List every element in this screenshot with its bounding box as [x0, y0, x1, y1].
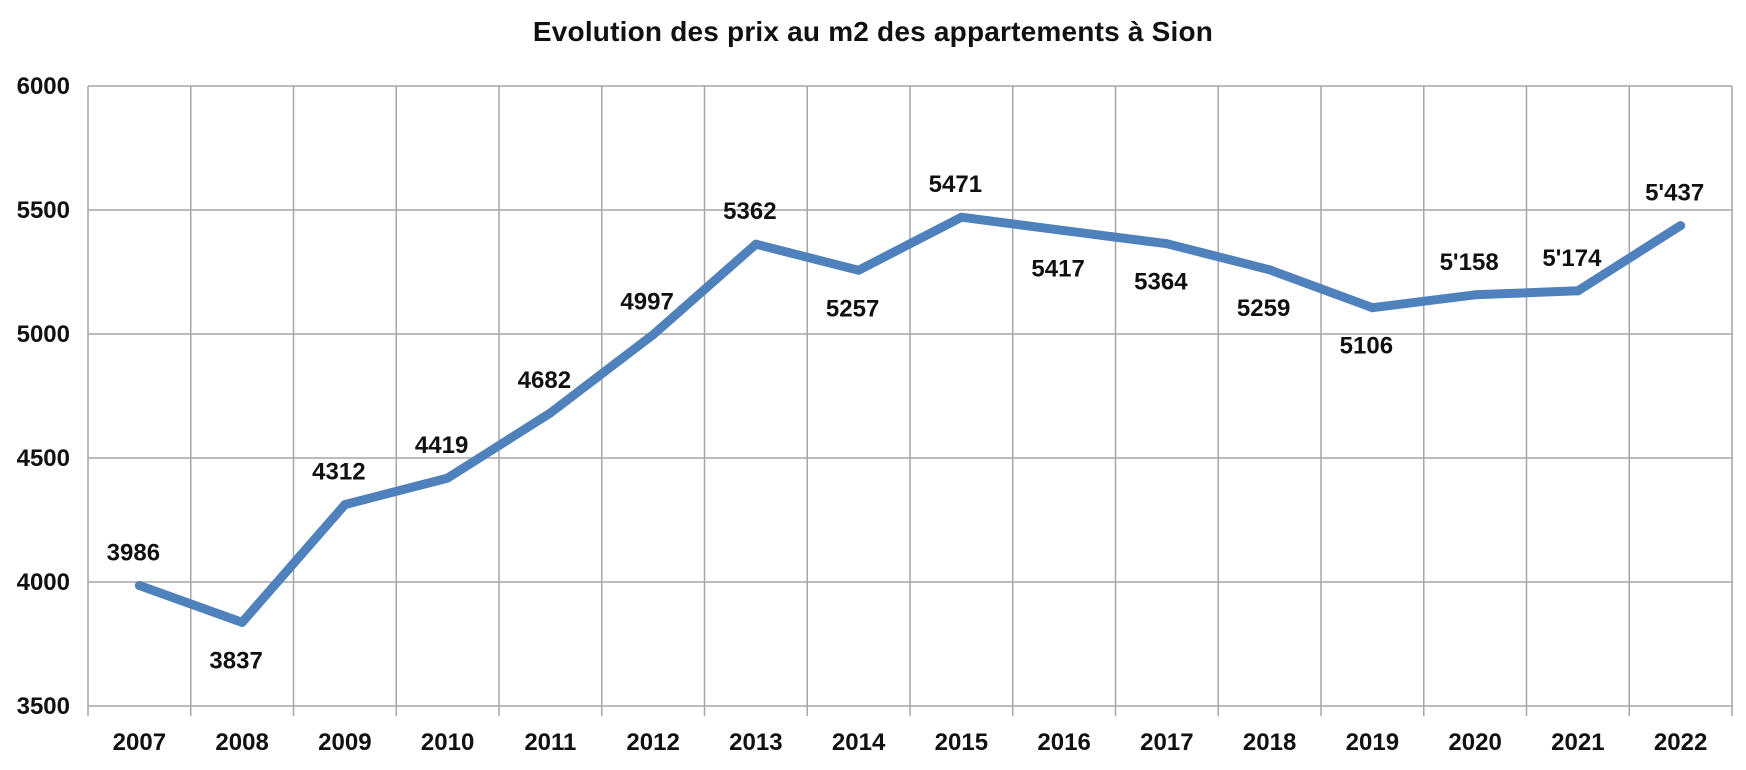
data-label: 3837	[209, 647, 262, 674]
y-tick-label: 5000	[17, 321, 70, 348]
y-tick-label: 4000	[17, 569, 70, 596]
data-label: 4682	[518, 367, 571, 394]
data-label: 5'437	[1645, 180, 1704, 207]
data-point	[1573, 286, 1583, 296]
x-tick-label: 2018	[1243, 729, 1296, 756]
data-label: 5362	[723, 198, 776, 225]
x-tick-label: 2011	[524, 729, 576, 756]
data-label: 4419	[415, 432, 468, 459]
chart-title: Evolution des prix au m2 des appartement…	[532, 16, 1214, 47]
x-tick-label: 2019	[1346, 729, 1399, 756]
data-point	[134, 580, 144, 590]
data-point	[443, 473, 453, 483]
data-label: 3986	[107, 539, 160, 566]
data-point	[956, 212, 966, 222]
x-tick-label: 2014	[832, 729, 886, 756]
data-label: 5417	[1031, 256, 1084, 283]
data-label: 4997	[620, 289, 673, 316]
data-point	[854, 265, 864, 275]
data-point	[1265, 265, 1275, 275]
x-tick-label: 2009	[318, 729, 371, 756]
data-label: 5471	[929, 171, 982, 198]
data-point	[545, 408, 555, 418]
series-line	[134, 212, 1686, 627]
data-point	[751, 239, 761, 249]
y-tick-label: 6000	[17, 73, 70, 100]
x-tick-label: 2022	[1654, 729, 1707, 756]
y-tick-label: 4500	[17, 445, 70, 472]
data-label: 5'174	[1542, 245, 1602, 272]
data-point	[1162, 239, 1172, 249]
x-tick-label: 2021	[1551, 729, 1604, 756]
x-tick-label: 2013	[729, 729, 782, 756]
x-tick-label: 2015	[935, 729, 988, 756]
data-label: 5106	[1340, 333, 1393, 360]
data-point	[237, 617, 247, 627]
data-label: 5'158	[1440, 249, 1499, 276]
y-tick-label: 5500	[17, 197, 70, 224]
x-tick-label: 2016	[1037, 729, 1090, 756]
data-point	[340, 500, 350, 510]
x-tick-label: 2008	[215, 729, 268, 756]
data-point	[1470, 290, 1480, 300]
data-label: 5259	[1237, 295, 1290, 322]
data-point	[1367, 303, 1377, 313]
data-point	[1676, 221, 1686, 231]
x-tick-label: 2017	[1140, 729, 1193, 756]
x-tick-label: 2020	[1448, 729, 1501, 756]
y-tick-label: 3500	[17, 693, 70, 720]
x-tick-label: 2012	[626, 729, 679, 756]
data-point	[648, 330, 658, 340]
data-label: 5364	[1134, 269, 1188, 296]
data-point	[1059, 226, 1069, 236]
x-tick-label: 2007	[113, 729, 166, 756]
x-tick-label: 2010	[421, 729, 474, 756]
data-label: 4312	[312, 459, 365, 486]
data-label: 5257	[826, 295, 879, 322]
